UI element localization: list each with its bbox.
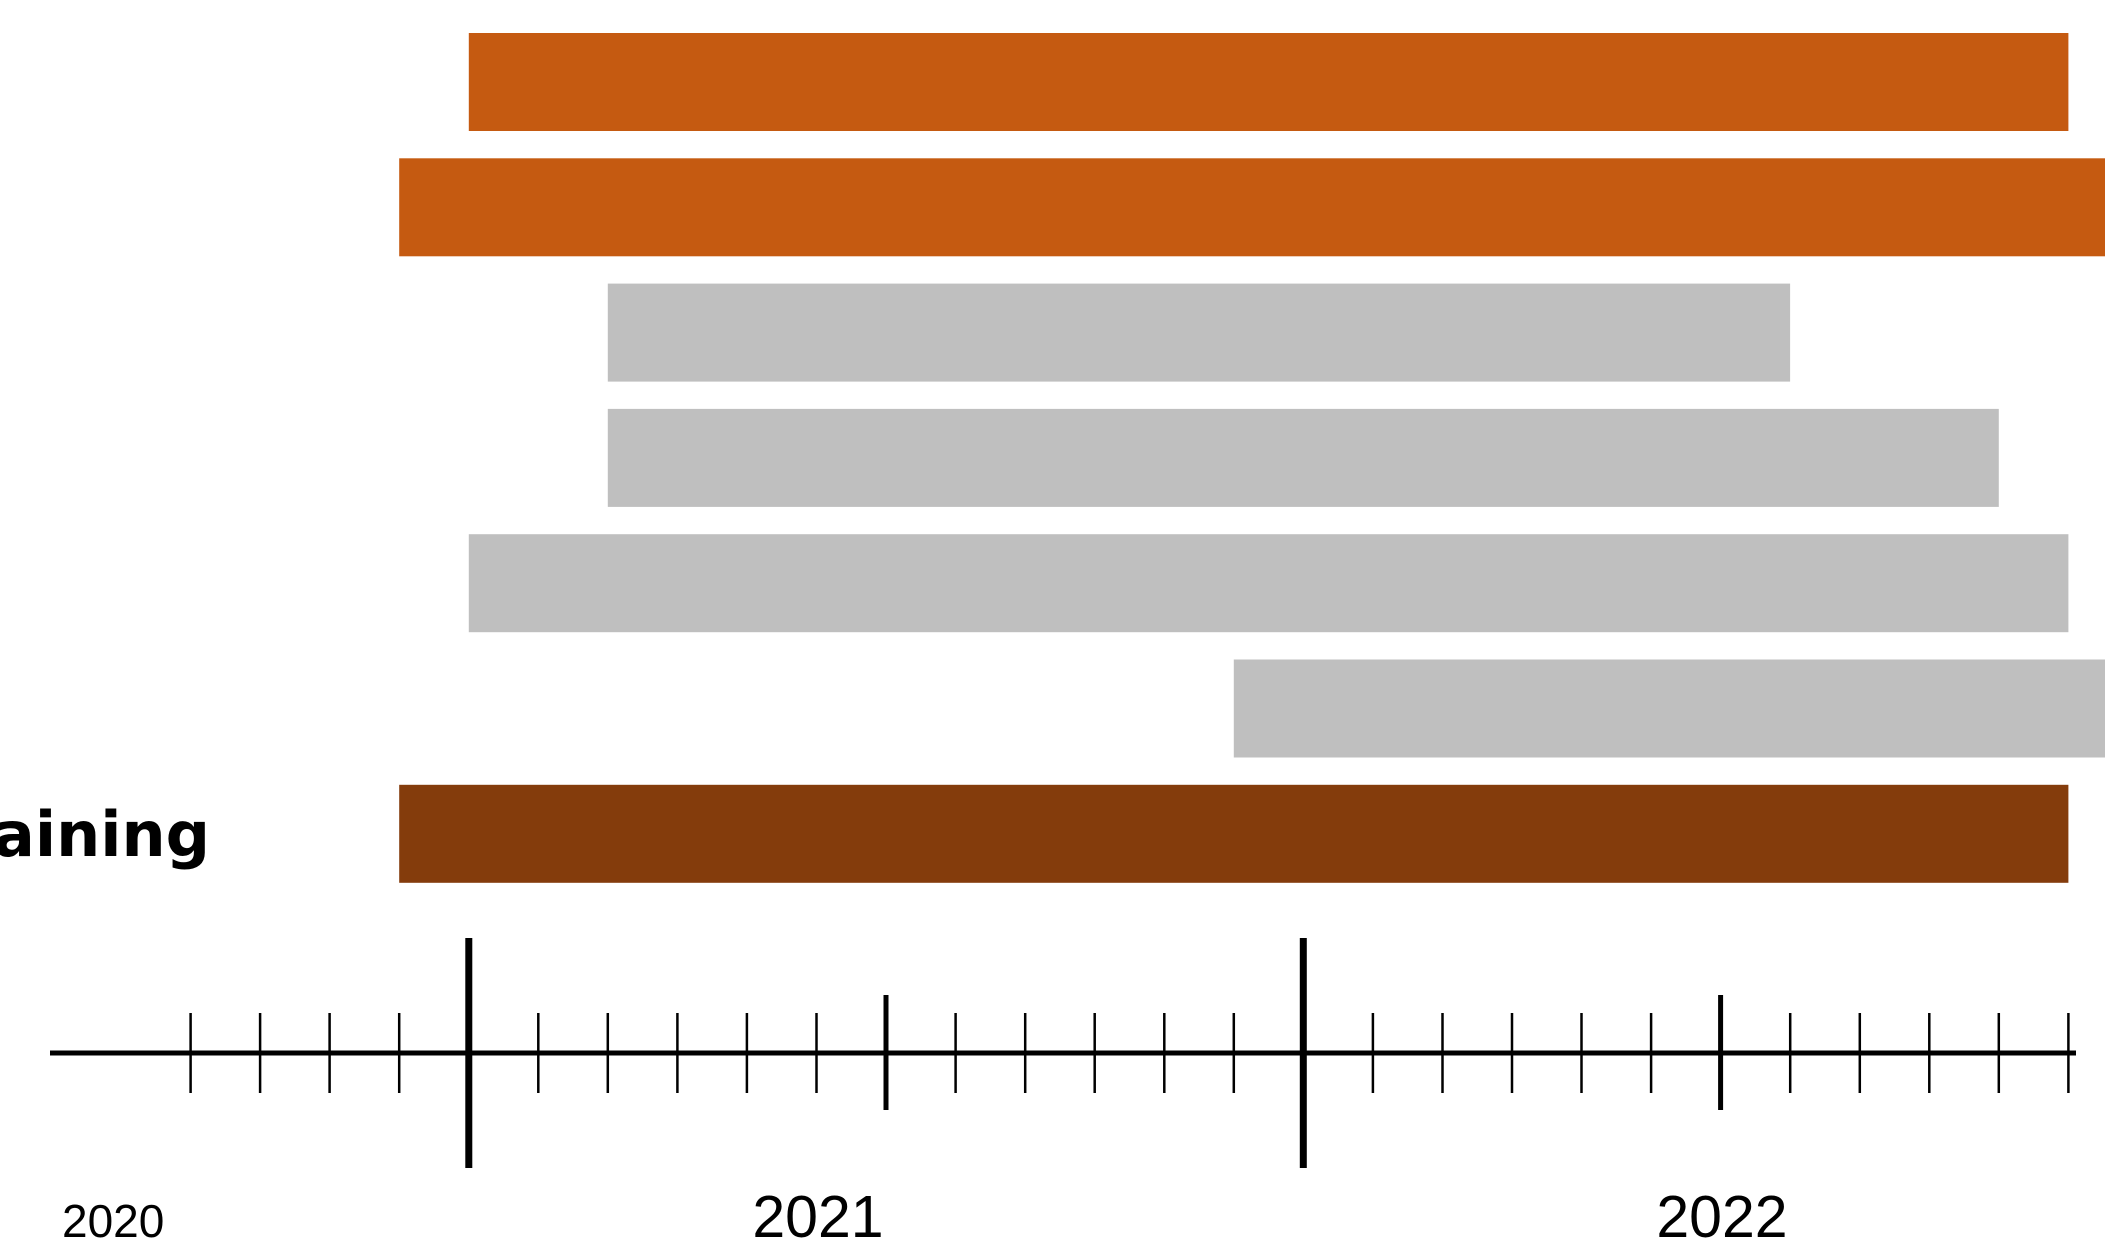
task-bar-5 [468,534,2069,633]
task-bar-6 [1233,659,2105,758]
task-bar-1 [468,33,2069,131]
row-labels: raining [0,798,210,871]
task-bar-7 [399,784,2069,883]
task-bar-3 [607,283,1791,382]
year-label-2022: 2022 [1656,1184,1787,1243]
time-axis: 2020 2021 2022 [50,938,2076,1243]
task-bars [399,33,2105,883]
task-bar-4 [607,408,1999,507]
year-label-2021: 2021 [752,1184,883,1243]
axis-ticks [189,938,2070,1168]
row-label-7: raining [0,798,210,871]
year-label-2020: 2020 [62,1195,164,1243]
task-bar-2 [399,158,2105,257]
